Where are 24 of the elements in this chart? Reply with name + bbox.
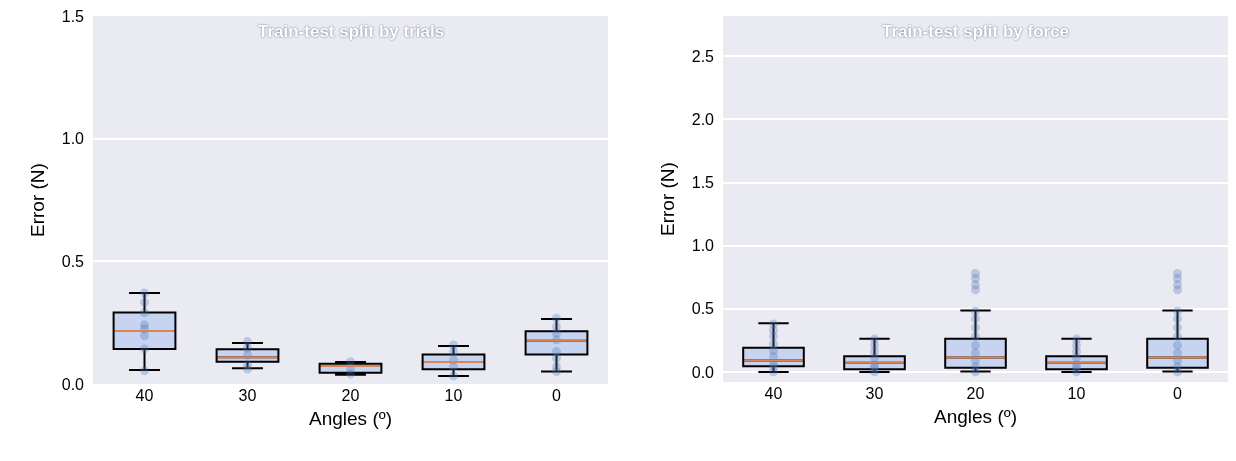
y-tick-label: 1.5: [61, 7, 85, 25]
x-tick-label: 20: [341, 387, 360, 404]
y-tick-label: 0.5: [61, 252, 85, 270]
x-tick-label: 10: [444, 387, 463, 404]
x-tick-label: 30: [865, 385, 884, 402]
x-tick-label: 30: [238, 387, 257, 404]
y-tick-label: 1.5: [691, 174, 715, 192]
y-axis-title: Error (N): [656, 162, 678, 236]
x-tick-label: 40: [764, 385, 783, 402]
y-tick-label: 0.5: [691, 300, 715, 318]
x-tick-label: 0: [1173, 385, 1183, 402]
y-tick-label: 2.0: [691, 111, 715, 129]
y-axis-title: Error (N): [26, 163, 48, 237]
y-tick-label: 0.0: [691, 363, 715, 381]
y-tick-label: 0.0: [61, 375, 85, 393]
x-tick-label: 0: [552, 387, 562, 404]
y-tick-label: 1.0: [61, 130, 85, 148]
y-tick-label: 2.5: [691, 47, 715, 65]
x-tick-label: 10: [1067, 385, 1086, 402]
x-tick-label: 20: [966, 385, 985, 402]
y-tick-label: 1.0: [691, 237, 715, 255]
x-axis-title: Angles (º): [309, 407, 392, 429]
x-tick-label: 40: [135, 387, 154, 404]
x-axis-title: Angles (º): [934, 405, 1017, 427]
